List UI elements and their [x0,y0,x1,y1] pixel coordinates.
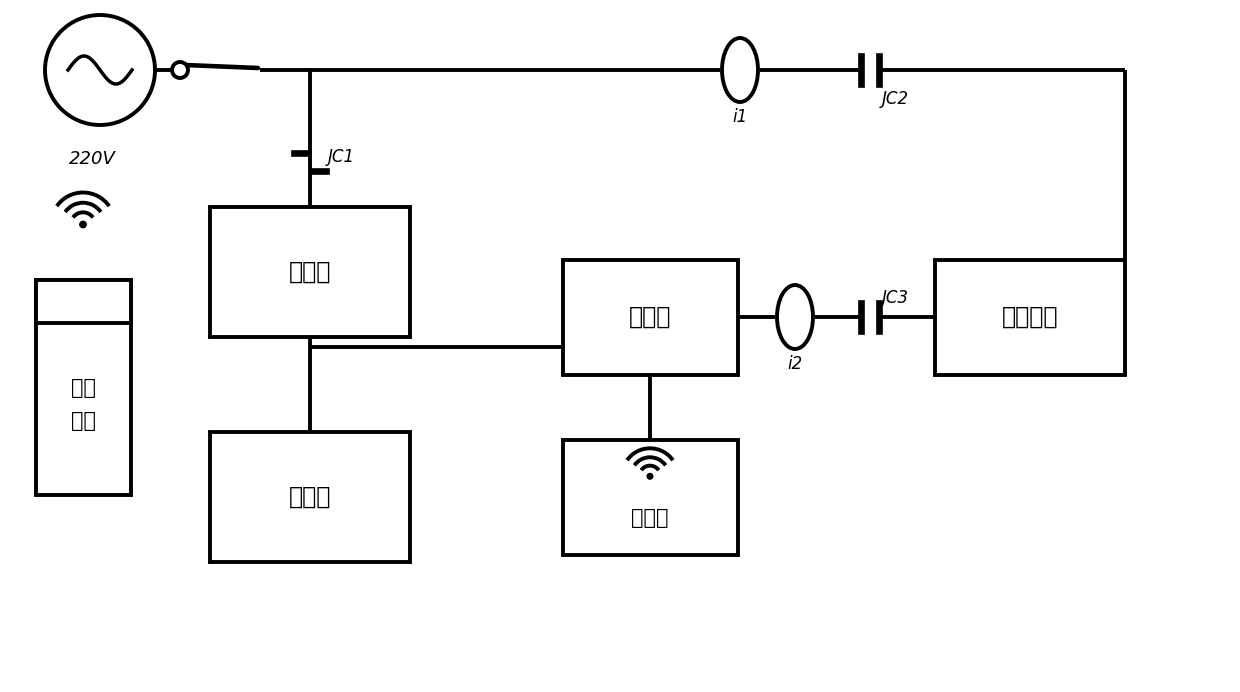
Text: 蓄电器: 蓄电器 [289,485,331,509]
Bar [210,432,410,562]
Circle shape [45,15,155,125]
Text: JC1: JC1 [329,148,355,166]
Text: 逆变器: 逆变器 [629,305,671,329]
Ellipse shape [777,285,813,349]
Ellipse shape [722,38,758,102]
Text: i1: i1 [733,108,748,126]
Bar [36,280,130,322]
Bar [935,260,1125,374]
Bar [36,280,130,495]
Bar [210,207,410,337]
Bar [563,260,738,374]
Circle shape [79,221,87,228]
Text: 智能
终端: 智能 终端 [71,378,95,430]
Text: 220V: 220V [68,150,115,168]
Text: 控制器: 控制器 [631,508,668,528]
Text: 用户电器: 用户电器 [1002,305,1058,329]
Circle shape [172,62,188,78]
Text: JC2: JC2 [882,90,909,108]
Circle shape [647,473,652,479]
Text: 充电器: 充电器 [289,260,331,284]
Text: i2: i2 [787,355,802,373]
Text: JC3: JC3 [882,289,909,307]
Bar [563,439,738,554]
